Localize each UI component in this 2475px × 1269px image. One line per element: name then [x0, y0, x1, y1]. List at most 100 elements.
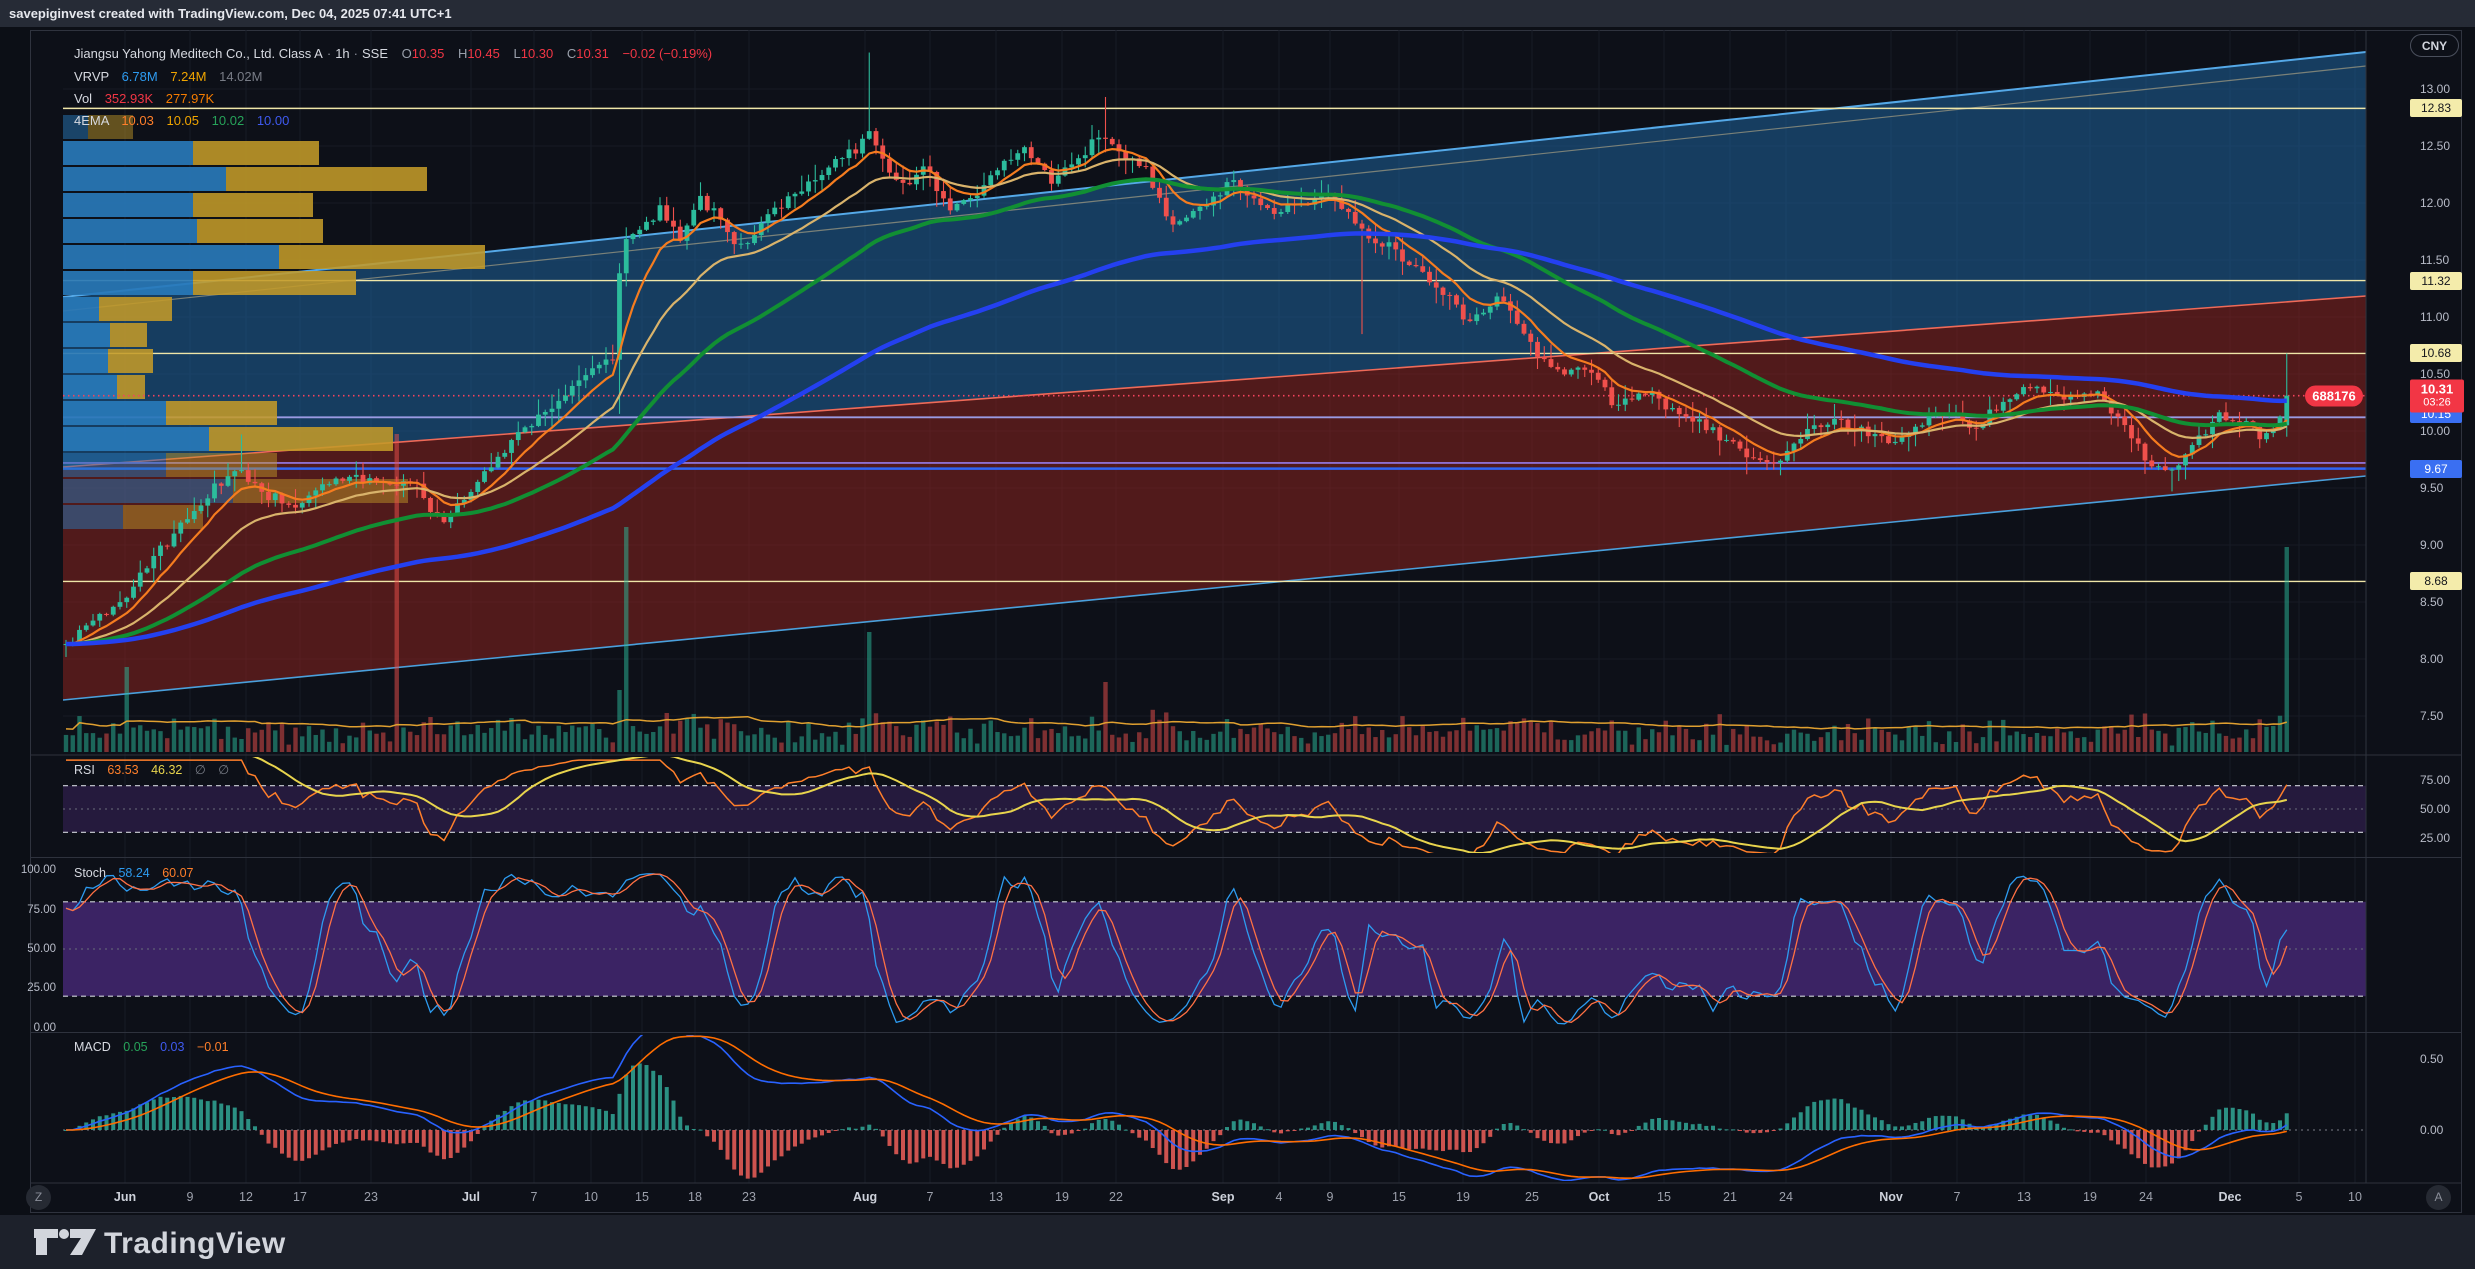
- stoch-layer: [63, 873, 2366, 1025]
- macd-signal-line: [66, 1035, 2287, 1179]
- time-label: 21: [1723, 1190, 1737, 1204]
- rsi-empty-1: ∅: [194, 763, 206, 777]
- price-tick: 9.00: [2420, 538, 2444, 552]
- time-label: 5: [2295, 1190, 2303, 1204]
- time-label: 10: [584, 1190, 598, 1204]
- time-label: 13: [989, 1190, 1003, 1204]
- high-value: 10.45: [467, 46, 500, 61]
- price-tick: 7.50: [2420, 709, 2444, 723]
- ema-line-2: [65, 158, 2288, 646]
- close-label: C: [566, 46, 577, 61]
- rsi-value-2: 46.32: [151, 763, 183, 777]
- rsi-fast-line: [66, 759, 2288, 853]
- open-label: O: [401, 46, 412, 61]
- time-label: Oct: [1588, 1190, 1610, 1204]
- bar-countdown: 03:26: [2423, 396, 2451, 409]
- macd-title: MACD: [74, 1040, 111, 1054]
- time-label: Nov: [1879, 1190, 1903, 1204]
- price-level-label: 8.68: [2410, 572, 2462, 591]
- time-label: 19: [2083, 1190, 2097, 1204]
- price-tick: 11.00: [2420, 310, 2450, 324]
- ema-legend-row[interactable]: 4EMA 10.03 10.05 10.02 10.00: [74, 113, 289, 128]
- ema-value-1: 10.03: [121, 113, 154, 128]
- vrvp-legend-row[interactable]: VRVP 6.78M 7.24M 14.02M: [74, 69, 262, 84]
- time-label: 19: [1055, 1190, 1069, 1204]
- stoch-legend-row[interactable]: Stoch 58.24 60.07: [74, 866, 194, 880]
- stoch-tick: 75.00: [27, 903, 56, 916]
- vrvp-value-1: 6.78M: [121, 69, 158, 84]
- high-label: H: [457, 46, 468, 61]
- separator: ·: [326, 46, 332, 61]
- ema-value-4: 10.00: [256, 113, 290, 128]
- attribution-text: savepiginvest created with TradingView.c…: [9, 6, 452, 21]
- ema-line-4: [66, 231, 2287, 647]
- last-price-label: 10.31 03:26: [2410, 379, 2464, 413]
- rsi-tick: 75.00: [2420, 772, 2451, 787]
- rsi-legend-row[interactable]: RSI 63.53 46.32 ∅ ∅: [74, 762, 229, 777]
- frame-layer: [30, 30, 2462, 1184]
- currency-button[interactable]: CNY: [2410, 34, 2459, 57]
- time-label: 24: [2139, 1190, 2153, 1204]
- time-label: Jun: [113, 1190, 137, 1204]
- macd-tick: 0.00: [2420, 1123, 2444, 1137]
- price-level-label: 12.83: [2410, 99, 2462, 118]
- price-level-label: 9.67: [2410, 459, 2462, 478]
- mid-line: [63, 295, 2366, 468]
- timezone-button[interactable]: Z: [26, 1185, 51, 1210]
- bot-line: [63, 475, 2366, 701]
- price-tick: 10.50: [2420, 367, 2451, 381]
- low-label: L: [513, 46, 521, 61]
- volume-profile-layer: [63, 115, 485, 529]
- volume-legend-row[interactable]: Vol 352.93K 277.97K: [74, 91, 214, 106]
- ema-value-2: 10.05: [166, 113, 200, 128]
- ema-value-3: 10.02: [211, 113, 245, 128]
- time-label: 7: [1953, 1190, 1961, 1204]
- rsi-empty-2: ∅: [218, 763, 230, 777]
- stoch-value-1: 58.24: [118, 866, 150, 880]
- vrvp-value-3: 14.02M: [219, 69, 263, 84]
- symbol-title: Jiangsu Yahong Meditech Co., Ltd. Class …: [74, 46, 323, 61]
- footer-bar: TradingView: [0, 1215, 2475, 1269]
- close-value: 10.31: [576, 46, 609, 61]
- stoch-d-line: [65, 873, 2288, 1023]
- open-value: 10.35: [411, 46, 445, 61]
- macd-legend-row[interactable]: MACD 0.05 0.03 −0.01: [74, 1040, 229, 1054]
- stoch-k-line: [65, 873, 2288, 1025]
- rsi-title: RSI: [74, 763, 95, 777]
- stoch-tick: 100.00: [20, 864, 56, 877]
- tradingview-brand-text[interactable]: TradingView: [104, 1227, 286, 1260]
- time-label: Dec: [2218, 1190, 2242, 1204]
- interval-label: 1h: [335, 46, 350, 61]
- price-tick: 12.50: [2420, 139, 2451, 153]
- separator: ·: [353, 46, 358, 61]
- exchange-label: SSE: [362, 46, 389, 61]
- time-label: 13: [2017, 1190, 2031, 1204]
- candles-layer: [63, 52, 2290, 657]
- time-label: 23: [742, 1190, 756, 1204]
- tradingview-logo-icon[interactable]: [34, 1225, 104, 1259]
- volume-value-2: 277.97K: [165, 91, 215, 106]
- rsi-tick: 50.00: [2420, 802, 2451, 816]
- volume-value-1: 352.93K: [104, 91, 154, 106]
- rsi-tick: 25.00: [2420, 831, 2451, 846]
- time-label: 23: [364, 1190, 378, 1204]
- vrvp-title: VRVP: [74, 69, 109, 84]
- symbol-legend-row[interactable]: Jiangsu Yahong Meditech Co., Ltd. Class …: [74, 46, 712, 61]
- macd-value-1: 0.05: [123, 1040, 148, 1054]
- time-label: Jul: [461, 1190, 481, 1204]
- level-lines-layer: [63, 107, 2366, 583]
- vrvp-value-2: 7.24M: [170, 69, 207, 84]
- time-label: 9: [1326, 1190, 1334, 1204]
- time-label: 4: [1275, 1190, 1283, 1204]
- upper-channel-fill: [63, 52, 2366, 467]
- time-label: 17: [293, 1190, 307, 1204]
- time-label: Aug: [852, 1190, 878, 1204]
- time-label: 22: [1109, 1190, 1123, 1204]
- attribution-bar: savepiginvest created with TradingView.c…: [0, 0, 2475, 27]
- time-label: 24: [1779, 1190, 1793, 1204]
- stoch-tick: 25.00: [27, 982, 56, 995]
- auto-scale-button[interactable]: A: [2426, 1185, 2451, 1210]
- rsi-smooth-line: [252, 757, 2288, 853]
